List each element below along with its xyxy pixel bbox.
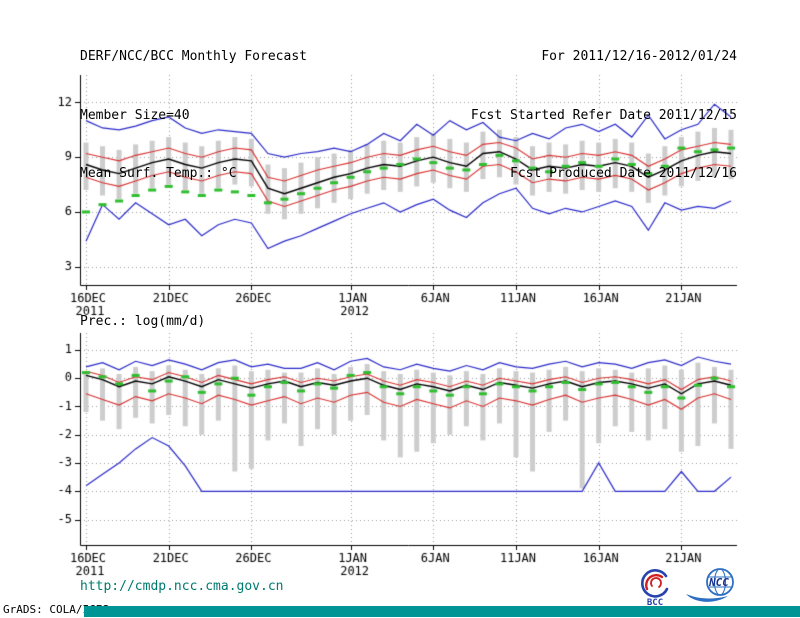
header-left: DERF/NCC/BCC Monthly Forecast Member Siz… xyxy=(80,8,307,223)
grads-teal-strip xyxy=(84,606,800,617)
bcc-logo: BCC xyxy=(640,569,669,608)
forecast-range-label: For 2011/12/16-2012/01/24 xyxy=(541,49,737,64)
grads-credit-text: GrADS: COLA/IGES xyxy=(3,603,109,616)
ncc-logo-label: NCC xyxy=(708,576,729,589)
header-right: For 2011/12/16-2012/01/24 Fcst Started R… xyxy=(471,8,737,223)
produced-date-label: Fcst Produced Date 2011/12/16 xyxy=(510,166,737,181)
page-title: DERF/NCC/BCC Monthly Forecast xyxy=(80,49,307,64)
website-url: http://cmdp.ncc.cma.gov.cn xyxy=(80,579,284,594)
bcc-logo-label: BCC xyxy=(647,598,663,608)
temp-panel-title: Mean Surf. Temp.: °C xyxy=(80,166,237,181)
member-size-label: Member Size=40 xyxy=(80,107,190,123)
refer-date-label: Fcst Started Refer Date 2011/12/15 xyxy=(470,107,737,123)
precip-panel-title: Prec.: log(mm/d) xyxy=(80,314,206,329)
ncc-logo: NCC xyxy=(686,568,734,602)
